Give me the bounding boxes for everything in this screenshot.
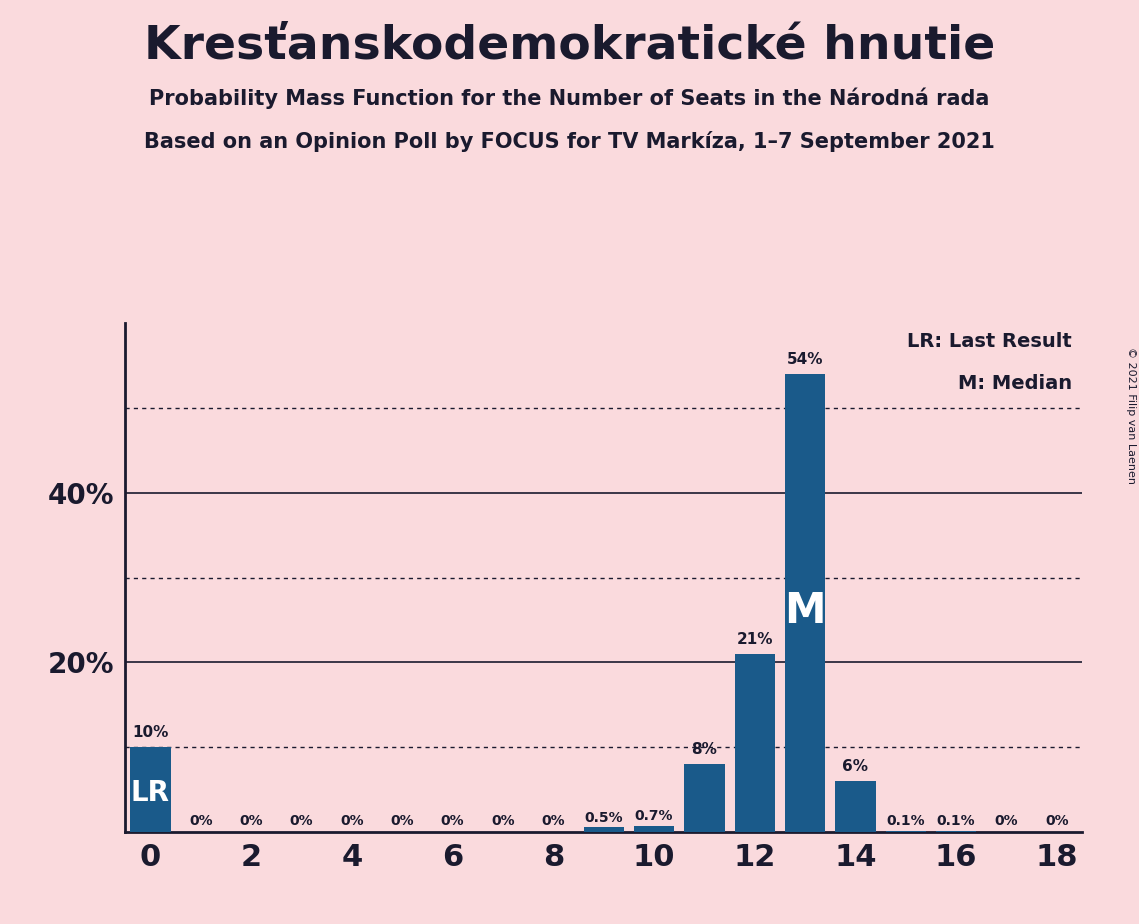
Text: 10%: 10% <box>132 725 169 740</box>
Text: 8%: 8% <box>691 742 718 757</box>
Text: 0%: 0% <box>189 814 213 828</box>
Text: 0%: 0% <box>341 814 363 828</box>
Bar <box>583 827 624 832</box>
Text: M: Median: M: Median <box>958 374 1072 394</box>
Text: 21%: 21% <box>737 632 773 647</box>
Text: LR: LR <box>131 780 170 808</box>
Bar <box>835 781 876 832</box>
Text: 6%: 6% <box>843 759 868 774</box>
Text: 0%: 0% <box>239 814 263 828</box>
Text: Kresťanskodemokratické hnutie: Kresťanskodemokratické hnutie <box>144 23 995 68</box>
Bar <box>735 654 775 832</box>
Bar <box>685 764 724 832</box>
Text: 0.5%: 0.5% <box>584 811 623 825</box>
Text: 0%: 0% <box>441 814 465 828</box>
Text: 0.7%: 0.7% <box>634 809 673 823</box>
Text: 0%: 0% <box>1046 814 1068 828</box>
Text: M: M <box>785 590 826 632</box>
Text: LR: Last Result: LR: Last Result <box>908 332 1072 351</box>
Text: 0%: 0% <box>289 814 313 828</box>
Text: Based on an Opinion Poll by FOCUS for TV Markíza, 1–7 September 2021: Based on an Opinion Poll by FOCUS for TV… <box>144 131 995 152</box>
Bar <box>130 747 171 832</box>
Text: 0.1%: 0.1% <box>886 814 925 828</box>
Text: © 2021 Filip van Laenen: © 2021 Filip van Laenen <box>1126 347 1136 484</box>
Text: 0%: 0% <box>391 814 415 828</box>
Text: 54%: 54% <box>787 352 823 368</box>
Text: Probability Mass Function for the Number of Seats in the Národná rada: Probability Mass Function for the Number… <box>149 88 990 109</box>
Text: 0%: 0% <box>541 814 565 828</box>
Text: 0.1%: 0.1% <box>937 814 975 828</box>
Bar <box>785 374 826 832</box>
Text: 0%: 0% <box>491 814 515 828</box>
Bar <box>634 826 674 832</box>
Text: 0%: 0% <box>994 814 1018 828</box>
